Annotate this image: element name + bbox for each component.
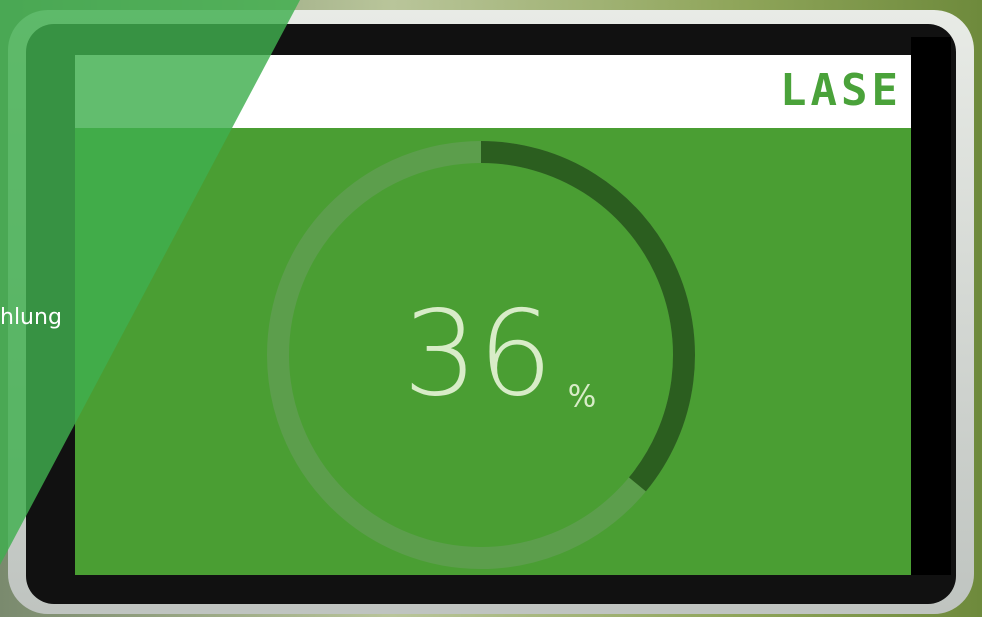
scene: LASE 36 % hlung xyxy=(0,0,982,617)
screen-edge xyxy=(911,37,951,575)
side-text: hlung xyxy=(0,305,62,330)
page: LASE 36 % hlung (() => { const data = JS… xyxy=(0,0,982,617)
progress-unit: % xyxy=(568,380,597,415)
progress-value: 36 xyxy=(403,284,553,422)
logo: LASE xyxy=(780,65,902,116)
